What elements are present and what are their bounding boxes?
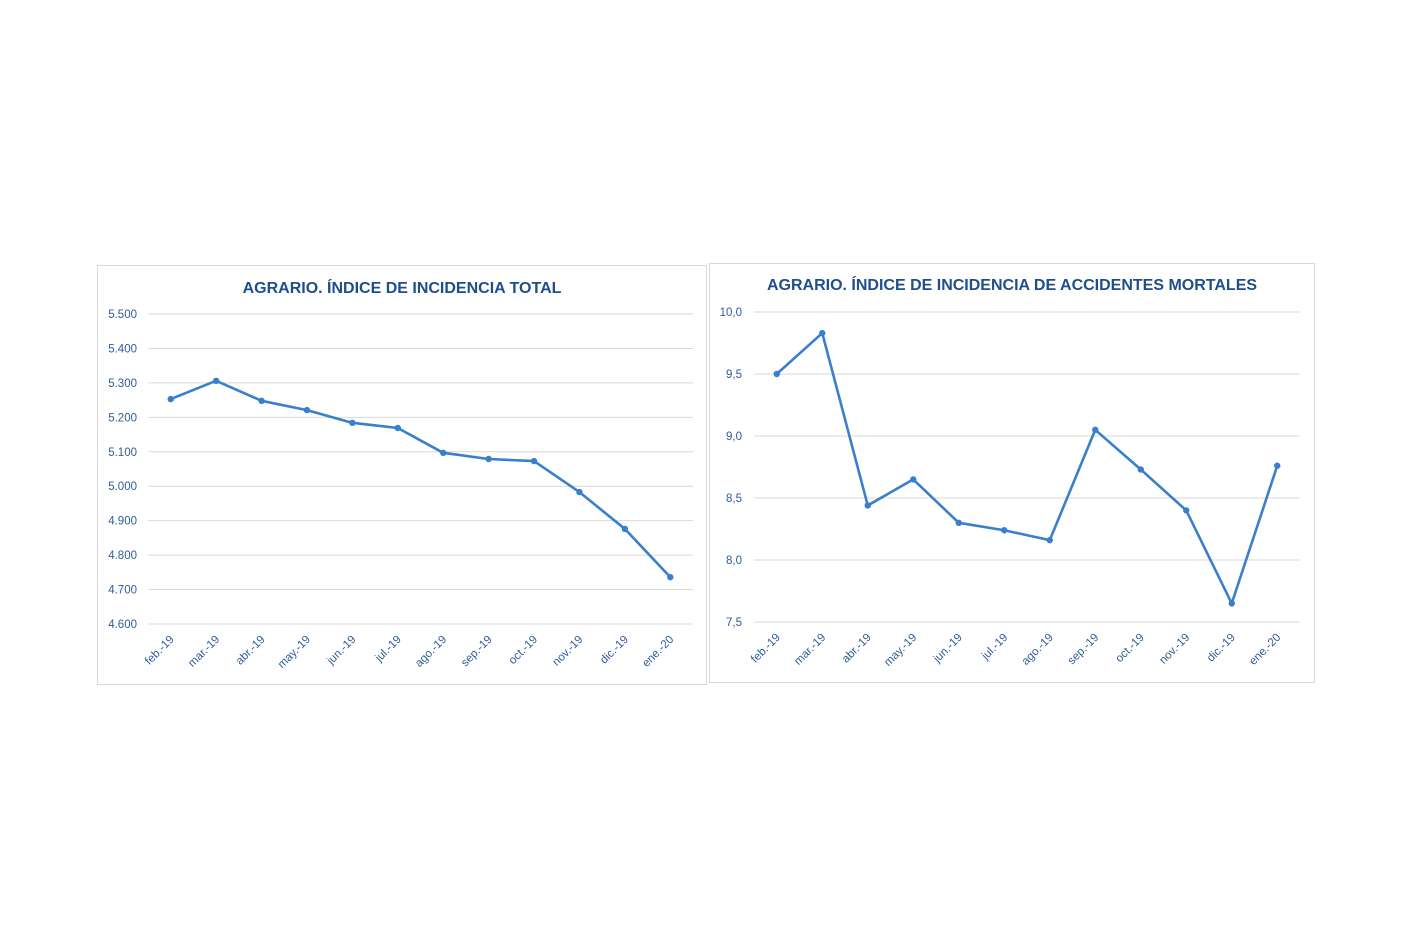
y-tick-label: 5.400 (108, 343, 137, 355)
data-point (1046, 536, 1053, 544)
chart-title: AGRARIO. ÍNDICE DE INCIDENCIA TOTAL (243, 278, 562, 297)
data-point (212, 377, 220, 385)
y-tick-label: 8,5 (726, 493, 742, 505)
y-tick-label: 4.700 (108, 585, 137, 597)
y-tick-label: 9,0 (726, 431, 742, 443)
data-point (667, 573, 674, 581)
y-tick-label: 9,5 (726, 369, 742, 381)
x-tick-label: ago.-19 (413, 634, 449, 670)
data-point (1228, 600, 1235, 607)
data-point (955, 519, 962, 526)
data-point (485, 455, 492, 463)
data-point (819, 329, 826, 337)
x-tick-label: sep.-19 (459, 634, 495, 670)
data-point (576, 488, 583, 496)
data-point (394, 424, 401, 432)
y-tick-label: 4.900 (108, 516, 137, 528)
y-tick-label: 10,0 (720, 307, 742, 319)
x-tick-label: jun.-19 (324, 634, 358, 668)
x-tick-label: may.-19 (882, 632, 919, 669)
data-point (1092, 426, 1099, 433)
x-tick-label: mar.-19 (792, 632, 828, 668)
chart-fatal-accidents (709, 263, 1315, 683)
y-tick-label: 4.800 (108, 550, 137, 562)
chart-total-incidence (97, 265, 707, 685)
data-point (1001, 527, 1008, 534)
x-tick-label: may.-19 (276, 634, 313, 671)
x-tick-label: jul.-19 (979, 632, 1010, 663)
x-tick-label: mar.-19 (186, 634, 222, 670)
data-point (864, 502, 871, 509)
data-point (773, 370, 780, 378)
x-tick-label: feb.-19 (143, 634, 177, 668)
x-tick-label: oct.-19 (1114, 632, 1147, 665)
series-line (170, 379, 672, 579)
data-point (440, 449, 447, 457)
data-point (349, 419, 356, 427)
x-tick-label: ago.-19 (1020, 632, 1056, 668)
series-line (775, 331, 1279, 605)
y-tick-label: 7,5 (726, 617, 742, 629)
x-tick-label: abr.-19 (840, 632, 874, 666)
data-point (167, 395, 174, 403)
y-tick-label: 5.200 (108, 412, 137, 424)
x-tick-label: jun.-19 (931, 632, 965, 666)
x-tick-label: dic.-19 (1205, 632, 1238, 665)
data-point (910, 476, 917, 483)
y-tick-label: 8,0 (726, 555, 742, 567)
data-point (621, 525, 629, 533)
x-tick-label: dic.-19 (598, 634, 631, 667)
chart-title: AGRARIO. ÍNDICE DE INCIDENCIA DE ACCIDEN… (767, 275, 1257, 294)
y-tick-label: 5.000 (108, 481, 137, 493)
x-tick-label: nov.-19 (1157, 632, 1192, 667)
x-tick-label: feb.-19 (749, 632, 783, 666)
data-point (1183, 507, 1190, 514)
data-point (1137, 466, 1144, 473)
y-tick-label: 5.500 (108, 309, 137, 321)
x-tick-label: ene.-20 (640, 634, 676, 670)
y-tick-label: 5.300 (108, 378, 137, 390)
data-point (258, 397, 265, 404)
x-tick-label: sep.-19 (1066, 632, 1102, 668)
x-tick-label: nov.-19 (551, 634, 586, 669)
y-tick-label: 5.100 (108, 447, 137, 459)
data-point (303, 406, 311, 414)
x-tick-label: jul.-19 (373, 634, 404, 665)
y-tick-label: 4.600 (108, 619, 137, 631)
x-tick-label: oct.-19 (507, 634, 540, 667)
data-point (1274, 462, 1281, 469)
x-tick-label: abr.-19 (234, 634, 268, 668)
data-point (530, 457, 538, 465)
x-tick-label: ene.-20 (1247, 632, 1283, 668)
